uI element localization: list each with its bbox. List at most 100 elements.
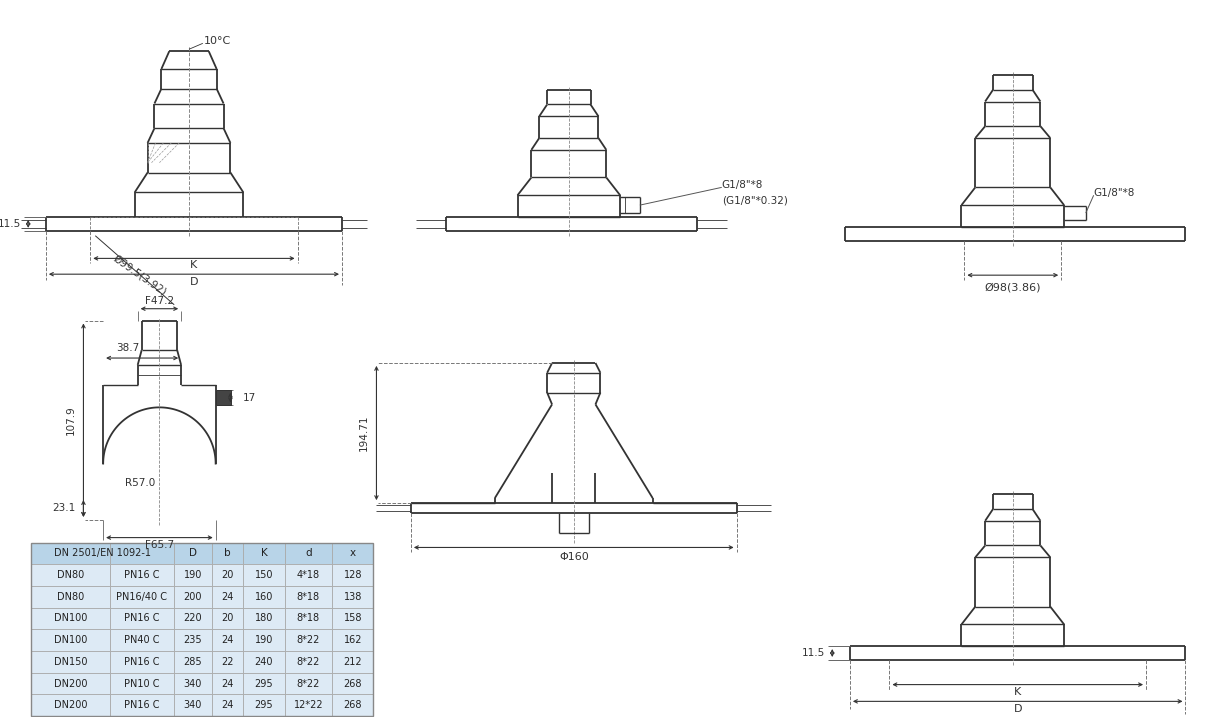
Text: DN100: DN100 — [54, 614, 88, 624]
Bar — [332, 630, 374, 651]
Bar — [332, 586, 374, 608]
Bar — [212, 564, 243, 586]
Bar — [174, 651, 212, 673]
Bar — [243, 564, 285, 586]
Bar — [212, 630, 243, 651]
Text: 128: 128 — [343, 570, 361, 580]
Text: G1/8"*8: G1/8"*8 — [1094, 188, 1135, 199]
Bar — [110, 630, 174, 651]
Text: 160: 160 — [254, 592, 273, 602]
Text: b: b — [224, 549, 231, 558]
Bar — [285, 586, 332, 608]
Text: R57.0: R57.0 — [124, 479, 155, 488]
Text: 8*22: 8*22 — [297, 635, 320, 645]
Bar — [110, 695, 174, 716]
Text: 220: 220 — [184, 614, 202, 624]
Text: PN16 C: PN16 C — [124, 657, 159, 667]
Bar — [243, 542, 285, 564]
Bar — [285, 630, 332, 651]
Text: 268: 268 — [343, 700, 361, 710]
Text: 8*18: 8*18 — [297, 592, 320, 602]
Text: 107.9: 107.9 — [66, 405, 75, 435]
Bar — [174, 564, 212, 586]
Text: 22: 22 — [221, 657, 234, 667]
Text: (G1/8"*0.32): (G1/8"*0.32) — [722, 195, 787, 205]
Text: PN16/40 C: PN16/40 C — [116, 592, 167, 602]
Text: PN16 C: PN16 C — [124, 570, 159, 580]
Text: 295: 295 — [254, 679, 274, 689]
Bar — [285, 673, 332, 695]
Text: DN100: DN100 — [54, 635, 88, 645]
Text: 17: 17 — [243, 393, 257, 402]
Text: DN80: DN80 — [57, 570, 84, 580]
Bar — [332, 673, 374, 695]
Text: 24: 24 — [221, 635, 234, 645]
Text: 190: 190 — [184, 570, 202, 580]
Text: 20: 20 — [221, 614, 234, 624]
Bar — [32, 542, 110, 564]
Bar — [332, 651, 374, 673]
Text: 8*18: 8*18 — [297, 614, 320, 624]
Text: 285: 285 — [184, 657, 202, 667]
Text: d: d — [305, 549, 312, 558]
Bar — [174, 630, 212, 651]
Text: DN 2501/EN 1092-1: DN 2501/EN 1092-1 — [54, 549, 151, 558]
Bar — [212, 608, 243, 630]
Text: DN80: DN80 — [57, 592, 84, 602]
Text: 38.7: 38.7 — [116, 343, 140, 353]
Text: 340: 340 — [184, 700, 202, 710]
Bar — [32, 586, 110, 608]
Text: F47.2: F47.2 — [145, 296, 174, 306]
Text: K: K — [260, 549, 268, 558]
Bar — [215, 390, 231, 405]
Text: 200: 200 — [184, 592, 202, 602]
Text: 20: 20 — [221, 570, 234, 580]
Text: 158: 158 — [343, 614, 361, 624]
Text: D: D — [189, 549, 197, 558]
Text: 8*22: 8*22 — [297, 679, 320, 689]
Bar — [212, 695, 243, 716]
Text: Ø98(3.86): Ø98(3.86) — [985, 282, 1041, 292]
Text: K: K — [1014, 687, 1021, 697]
Bar — [174, 608, 212, 630]
Bar — [332, 695, 374, 716]
Text: PN10 C: PN10 C — [124, 679, 159, 689]
Bar — [212, 673, 243, 695]
Text: 11.5: 11.5 — [802, 648, 825, 658]
Bar — [32, 630, 110, 651]
Bar — [32, 673, 110, 695]
Text: D: D — [190, 277, 198, 287]
Bar — [285, 695, 332, 716]
Text: 180: 180 — [254, 614, 273, 624]
Bar — [332, 564, 374, 586]
Bar — [212, 651, 243, 673]
Text: K: K — [190, 261, 197, 270]
Bar — [285, 651, 332, 673]
Text: PN40 C: PN40 C — [124, 635, 159, 645]
Text: D: D — [1014, 704, 1022, 714]
Text: DN150: DN150 — [54, 657, 88, 667]
Text: 24: 24 — [221, 679, 234, 689]
Bar — [174, 586, 212, 608]
Bar — [243, 695, 285, 716]
Text: 268: 268 — [343, 679, 361, 689]
Bar — [243, 608, 285, 630]
Bar — [212, 542, 243, 564]
Text: DN200: DN200 — [54, 679, 88, 689]
Bar — [32, 695, 110, 716]
Text: 235: 235 — [184, 635, 202, 645]
Text: 4*18: 4*18 — [297, 570, 320, 580]
Bar — [110, 542, 174, 564]
Text: 10°C: 10°C — [203, 36, 231, 46]
Text: 162: 162 — [343, 635, 361, 645]
Text: 8*22: 8*22 — [297, 657, 320, 667]
Bar — [32, 608, 110, 630]
Text: DN200: DN200 — [54, 700, 88, 710]
Bar — [285, 542, 332, 564]
Text: 24: 24 — [221, 592, 234, 602]
Bar — [174, 695, 212, 716]
Text: 24: 24 — [221, 700, 234, 710]
Bar — [285, 608, 332, 630]
Text: PN16 C: PN16 C — [124, 614, 159, 624]
Bar — [32, 564, 110, 586]
